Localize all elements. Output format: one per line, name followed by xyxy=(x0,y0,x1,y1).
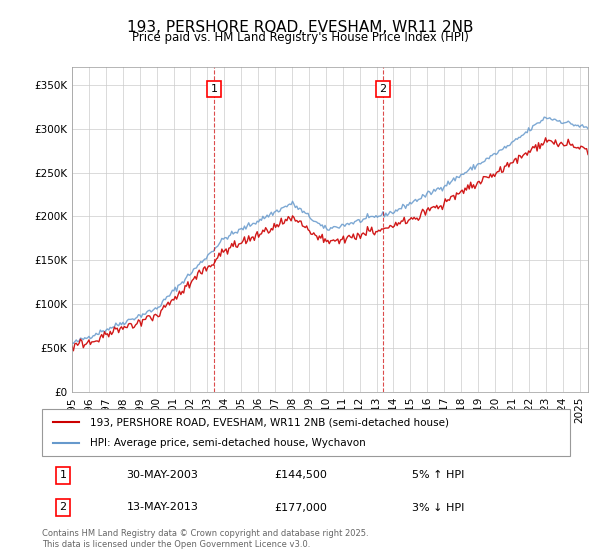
Text: Contains HM Land Registry data © Crown copyright and database right 2025.
This d: Contains HM Land Registry data © Crown c… xyxy=(42,529,368,549)
Text: 5% ↑ HPI: 5% ↑ HPI xyxy=(412,470,464,480)
Text: £144,500: £144,500 xyxy=(274,470,327,480)
Text: 30-MAY-2003: 30-MAY-2003 xyxy=(127,470,199,480)
Text: 193, PERSHORE ROAD, EVESHAM, WR11 2NB (semi-detached house): 193, PERSHORE ROAD, EVESHAM, WR11 2NB (s… xyxy=(89,417,449,427)
Text: 193, PERSHORE ROAD, EVESHAM, WR11 2NB: 193, PERSHORE ROAD, EVESHAM, WR11 2NB xyxy=(127,20,473,35)
Text: 1: 1 xyxy=(59,470,67,480)
Text: £177,000: £177,000 xyxy=(274,502,327,512)
Text: Price paid vs. HM Land Registry's House Price Index (HPI): Price paid vs. HM Land Registry's House … xyxy=(131,31,469,44)
Text: 2: 2 xyxy=(379,84,386,94)
Text: HPI: Average price, semi-detached house, Wychavon: HPI: Average price, semi-detached house,… xyxy=(89,438,365,448)
FancyBboxPatch shape xyxy=(42,409,570,456)
Text: 13-MAY-2013: 13-MAY-2013 xyxy=(127,502,199,512)
Text: 2: 2 xyxy=(59,502,67,512)
Text: 1: 1 xyxy=(211,84,218,94)
Text: 3% ↓ HPI: 3% ↓ HPI xyxy=(412,502,464,512)
